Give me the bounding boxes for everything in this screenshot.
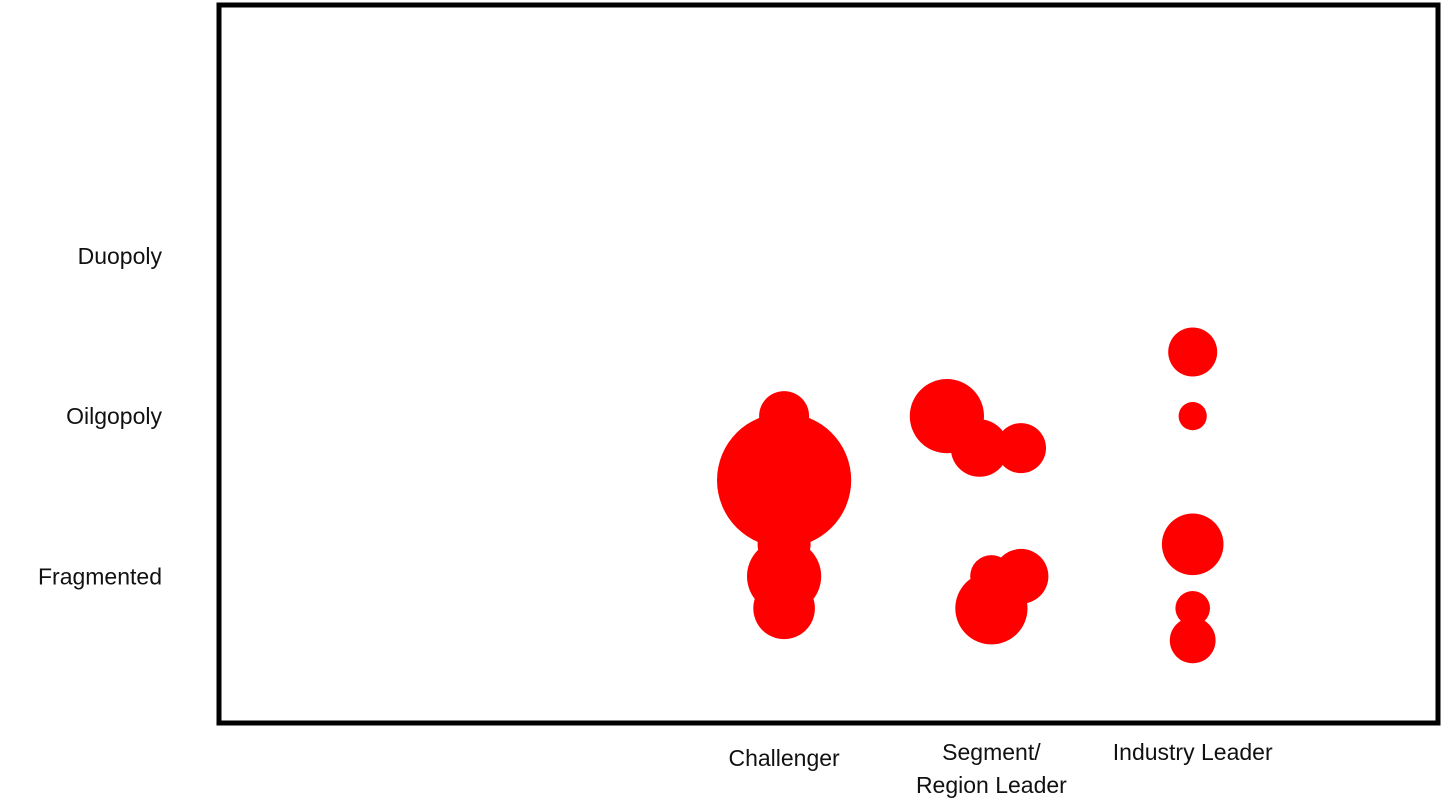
y-tick-label-2: Duopoly [78,243,163,269]
bubble-4 [753,577,815,640]
y-axis-labels: Fragmented Oilgopoly Duopoly [38,243,163,590]
bubble-12 [1178,402,1207,431]
bubble-11 [1168,327,1218,377]
bubble-6 [996,423,1046,474]
x-tick-label-1: Segment/Region Leader [916,739,1067,798]
bubble-13 [1161,513,1224,576]
bubble-layer [717,327,1224,664]
bubble-1 [717,413,852,548]
plot-frame [216,2,1441,726]
bubble-14 [1175,591,1210,626]
bubble-15 [1169,617,1216,664]
y-tick-label-1: Oilgopoly [66,403,162,429]
bubble-10 [955,572,1028,645]
bubble-7 [950,419,1009,477]
x-tick-label-2: Industry Leader [1113,739,1273,765]
y-tick-label-0: Fragmented [38,563,162,589]
x-axis-labels: Challenger Segment/Region Leader Industry … [728,739,1272,798]
x-tick-label-0: Challenger [728,745,840,771]
